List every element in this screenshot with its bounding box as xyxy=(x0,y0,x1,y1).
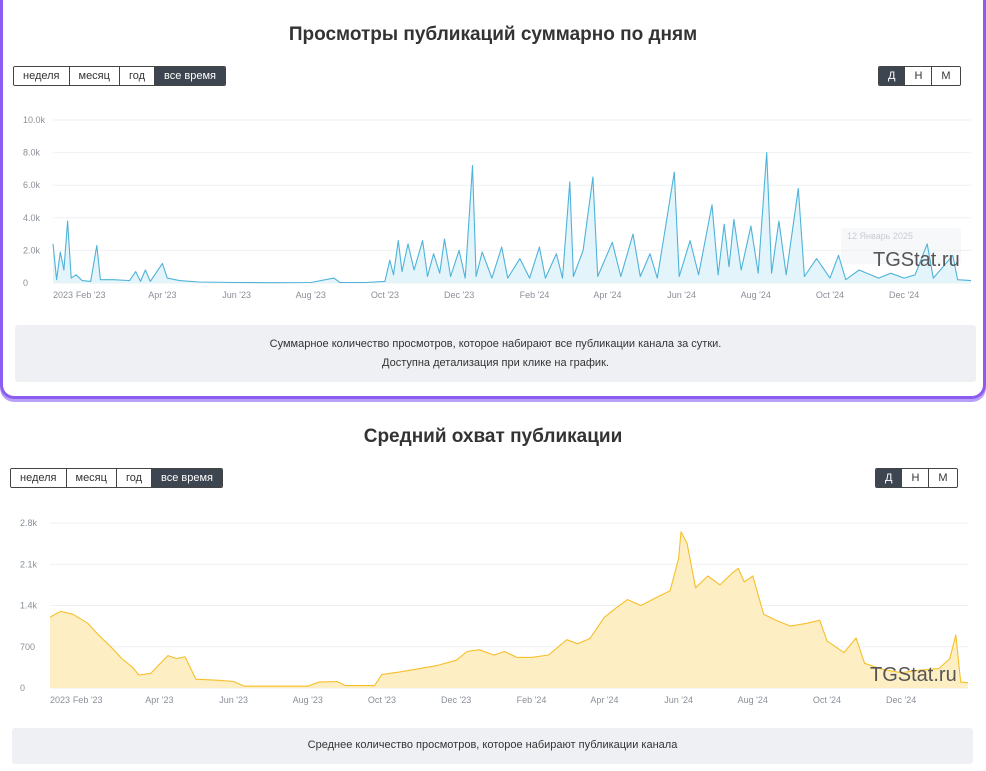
y-tick-label: 10.0k xyxy=(23,115,46,125)
y-tick-label: 2.1k xyxy=(20,559,38,569)
x-tick-label: Dec '24 xyxy=(886,695,916,705)
x-tick-label: Aug '23 xyxy=(296,290,326,300)
reach-note: Среднее количество просмотров, которое н… xyxy=(307,739,678,751)
views-chart-title: Просмотры публикаций суммарно по дням xyxy=(288,24,698,45)
x-tick-label: Jun '24 xyxy=(667,290,696,300)
x-tick-label: Feb '24 xyxy=(520,290,550,300)
period-all-time-button[interactable]: все время xyxy=(154,67,226,85)
granularity-month-button[interactable]: М xyxy=(931,67,960,85)
x-tick-label: Oct '24 xyxy=(816,290,844,300)
reach-chart-svg[interactable]: 0 700 1.4k 2.1k 2.8k 2023 Feb '23 Apr '23 Jun '2… xyxy=(0,508,986,718)
views-period-selector: неделя месяц год все время xyxy=(13,66,227,86)
x-tick-label: Jun '23 xyxy=(222,290,251,300)
views-chart[interactable]: 0 2.0k 4.0k 6.0k 8.0k 10.0k 2023 Feb '23 Apr '23… xyxy=(3,108,986,318)
watermark: TGStat.ru xyxy=(870,664,957,686)
granularity-week-button[interactable]: Н xyxy=(901,469,929,487)
y-tick-label: 0 xyxy=(23,278,28,288)
x-tick-label: Aug '24 xyxy=(738,695,768,705)
x-tick-label: Jun '24 xyxy=(664,695,693,705)
reach-chart-description: Среднее количество просмотров, которое н… xyxy=(12,728,973,764)
x-tick-label: Dec '23 xyxy=(441,695,471,705)
x-tick-label: Feb '23 xyxy=(73,695,103,705)
series-line[interactable] xyxy=(49,531,969,687)
granularity-day-button[interactable]: Д xyxy=(876,469,902,487)
series-area xyxy=(50,531,968,688)
y-tick-label: 4.0k xyxy=(23,213,41,223)
x-tick-label: Feb '23 xyxy=(76,290,106,300)
granularity-week-button[interactable]: Н xyxy=(904,67,932,85)
reach-chart[interactable]: 0 700 1.4k 2.1k 2.8k 2023 Feb '23 Apr '23 Jun '2… xyxy=(0,508,986,718)
y-tick-label: 0 xyxy=(20,683,25,693)
views-chart-description: Суммарное количество просмотров, которое… xyxy=(15,325,976,382)
reach-period-selector: неделя месяц год все время xyxy=(10,468,224,488)
y-tick-label: 2.8k xyxy=(20,518,38,528)
granularity-day-button[interactable]: Д xyxy=(879,67,905,85)
x-tick-label: Aug '23 xyxy=(293,695,323,705)
y-tick-label: 8.0k xyxy=(23,148,41,158)
x-tick-label: Oct '24 xyxy=(813,695,841,705)
x-tick-label: Aug '24 xyxy=(741,290,771,300)
period-week-button[interactable]: неделя xyxy=(11,469,66,487)
y-tick-label: 2.0k xyxy=(23,245,41,255)
y-tick-label: 700 xyxy=(20,642,35,652)
period-all-time-button[interactable]: все время xyxy=(151,469,223,487)
x-tick-label: Feb '24 xyxy=(517,695,547,705)
x-tick-label: Oct '23 xyxy=(371,290,399,300)
x-tick-label: Jun '23 xyxy=(219,695,248,705)
granularity-month-button[interactable]: М xyxy=(928,469,957,487)
reach-granularity-selector: Д Н М xyxy=(875,468,958,488)
views-card: Просмотры публикаций суммарно по дням не… xyxy=(0,0,986,399)
reach-card: Средний охват публикации неделя месяц го… xyxy=(0,410,986,771)
period-year-button[interactable]: год xyxy=(115,469,152,487)
views-granularity-selector: Д Н М xyxy=(878,66,961,86)
x-tick-label: Apr '23 xyxy=(148,290,176,300)
y-tick-label: 6.0k xyxy=(23,180,41,190)
views-note-line2: Доступна детализация при клике на график… xyxy=(382,357,609,369)
period-week-button[interactable]: неделя xyxy=(14,67,69,85)
period-year-button[interactable]: год xyxy=(118,67,155,85)
x-tick-label: Apr '23 xyxy=(145,695,173,705)
y-tick-label: 1.4k xyxy=(20,601,38,611)
chart-tooltip: 12 Январь 2025 xyxy=(841,228,961,264)
period-month-button[interactable]: месяц xyxy=(65,469,116,487)
reach-chart-title: Средний охват публикации xyxy=(363,426,623,447)
series-line[interactable] xyxy=(52,152,972,284)
views-note-line1: Суммарное количество просмотров, которое… xyxy=(269,338,722,350)
watermark: TGStat.ru xyxy=(873,249,960,271)
views-chart-svg[interactable]: 0 2.0k 4.0k 6.0k 8.0k 10.0k 2023 Feb '23 Apr '23… xyxy=(3,108,986,318)
x-tick-label: Dec '24 xyxy=(889,290,919,300)
x-tick-label: 2023 xyxy=(53,290,73,300)
x-tick-label: Dec '23 xyxy=(444,290,474,300)
period-month-button[interactable]: месяц xyxy=(68,67,119,85)
x-tick-label: Oct '23 xyxy=(368,695,396,705)
x-tick-label: Apr '24 xyxy=(593,290,621,300)
x-tick-label: 2023 xyxy=(50,695,70,705)
x-tick-label: Apr '24 xyxy=(590,695,618,705)
